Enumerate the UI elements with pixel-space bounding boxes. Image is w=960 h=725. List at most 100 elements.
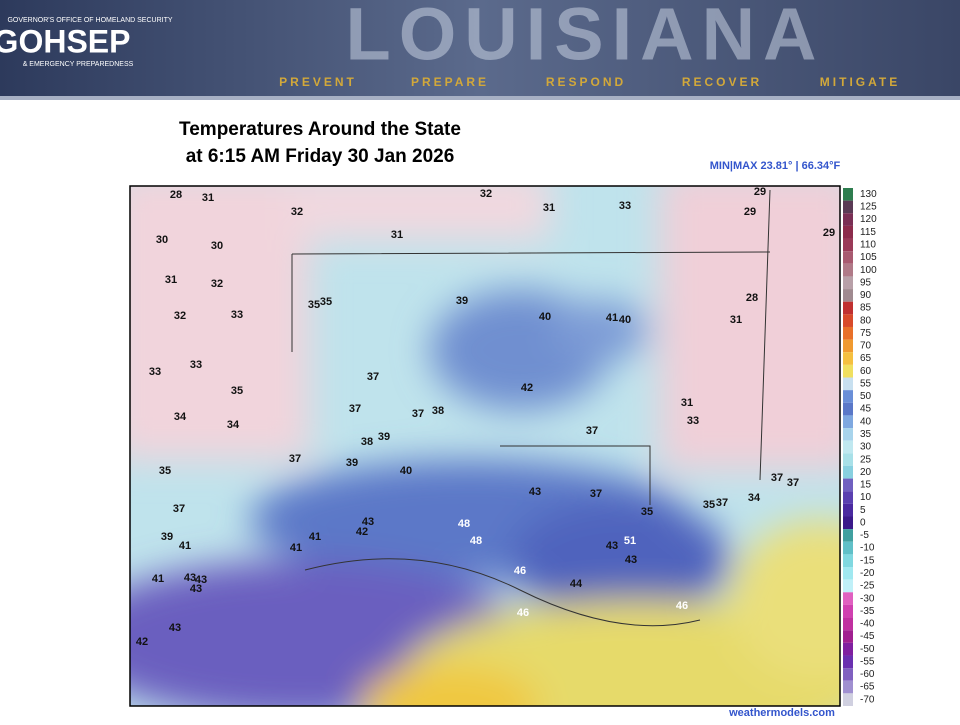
station-temp: 43 — [529, 486, 541, 498]
colorbar-swatch — [843, 453, 853, 466]
station-temp: 32 — [174, 310, 186, 322]
colorbar-swatch — [843, 440, 853, 454]
station-temp: 37 — [787, 477, 799, 489]
colorbar-swatch — [843, 188, 853, 201]
map-frame — [129, 185, 841, 707]
station-temp: 32 — [211, 278, 223, 290]
colorbar-label: -25 — [860, 581, 875, 592]
banner-rule — [0, 96, 960, 100]
station-temp: 44 — [570, 578, 583, 590]
station-temp: 28 — [170, 189, 182, 201]
colorbar-label: -5 — [860, 530, 869, 541]
colorbar-label: 60 — [860, 366, 872, 377]
station-temp: 31 — [202, 192, 214, 204]
colorbar: 1301251201151101051009590858075706560555… — [843, 188, 877, 706]
station-temp: 33 — [149, 366, 161, 378]
colorbar-swatch — [843, 314, 853, 327]
colorbar-swatch — [843, 693, 853, 706]
station-temp: 41 — [152, 573, 164, 585]
colorbar-label: 85 — [860, 303, 872, 314]
colorbar-label: -50 — [860, 644, 875, 655]
station-temp: 29 — [744, 206, 756, 218]
station-temp: 42 — [136, 636, 148, 648]
station-temp: 39 — [456, 295, 468, 307]
colorbar-label: 125 — [860, 202, 877, 213]
colorbar-swatch — [843, 668, 853, 681]
station-temp: 37 — [590, 488, 602, 500]
motto: PREPARE — [411, 75, 489, 89]
station-temp: 41 — [309, 531, 321, 543]
colorbar-label: 120 — [860, 214, 877, 225]
colorbar-swatch — [843, 604, 853, 618]
colorbar-label: 130 — [860, 189, 877, 200]
colorbar-label: -55 — [860, 656, 875, 667]
colorbar-swatch — [843, 567, 853, 580]
colorbar-label: 15 — [860, 480, 872, 491]
colorbar-label: 45 — [860, 404, 872, 415]
station-temp: 34 — [227, 419, 240, 431]
station-temp: 32 — [291, 206, 303, 218]
mottos: PREVENT PREPARE RESPOND RECOVER MITIGATE — [279, 75, 897, 89]
motto: PREVENT — [279, 75, 357, 89]
station-temp: 28 — [746, 292, 758, 304]
station-temp: 35 — [320, 296, 332, 308]
colorbar-label: 5 — [860, 505, 866, 516]
colorbar-label: 10 — [860, 492, 872, 503]
banner-title: LOUISIANA — [346, 0, 825, 76]
station-temp: 43 — [184, 572, 196, 584]
station-temp: 37 — [173, 503, 185, 515]
colorbar-label: 110 — [860, 239, 876, 250]
colorbar-swatch — [843, 579, 853, 593]
station-temp: 33 — [619, 200, 631, 212]
station-temp: 37 — [289, 453, 301, 465]
station-temp: 43 — [606, 540, 618, 552]
station-temp: 33 — [687, 415, 699, 427]
colorbar-swatch — [843, 390, 853, 403]
colorbar-swatch — [843, 541, 853, 555]
colorbar-swatch — [843, 200, 853, 214]
colorbar-label: 0 — [860, 517, 866, 528]
station-temp: 35 — [308, 299, 320, 311]
colorbar-swatch — [843, 352, 853, 365]
station-temp: 37 — [412, 408, 424, 420]
station-temp: 43 — [362, 516, 374, 528]
station-temp: 38 — [361, 436, 373, 448]
credit: weathermodels.com — [728, 707, 835, 719]
colorbar-swatch — [843, 238, 853, 252]
colorbar-label: 90 — [860, 290, 872, 301]
colorbar-swatch — [843, 554, 853, 568]
station-temp: 43 — [190, 583, 202, 595]
colorbar-label: 20 — [860, 467, 872, 478]
station-temp: 34 — [174, 411, 187, 423]
colorbar-label: -45 — [860, 631, 875, 642]
colorbar-swatch — [843, 377, 853, 391]
station-temp: 41 — [290, 542, 302, 554]
station-temp: 41 — [606, 312, 618, 324]
station-temp: 34 — [748, 492, 761, 504]
colorbar-label: -60 — [860, 669, 875, 680]
station-temp: 51 — [624, 535, 636, 547]
station-temp: 42 — [356, 526, 368, 538]
colorbar-swatch — [843, 301, 853, 315]
colorbar-label: 55 — [860, 378, 872, 389]
station-temp: 31 — [165, 274, 177, 286]
station-temp: 29 — [754, 186, 766, 198]
station-temp: 40 — [400, 465, 412, 477]
colorbar-label: -40 — [860, 619, 875, 630]
colorbar-label: -10 — [860, 543, 875, 554]
colorbar-label: -35 — [860, 606, 875, 617]
motto: RESPOND — [546, 75, 626, 89]
colorbar-swatch — [843, 491, 853, 504]
title-line: at 6:15 AM Friday 30 Jan 2026 — [186, 146, 455, 167]
colorbar-label: 65 — [860, 353, 872, 364]
station-temp: 41 — [179, 540, 191, 552]
station-temp: 48 — [458, 518, 470, 530]
colorbar-swatch — [843, 225, 853, 239]
title-line: Temperatures Around the State — [179, 119, 461, 140]
colorbar-label: 40 — [860, 416, 872, 427]
station-temp: 33 — [231, 309, 243, 321]
station-temp: 37 — [716, 497, 728, 509]
station-temp: 42 — [521, 382, 533, 394]
motto: RECOVER — [682, 75, 762, 89]
